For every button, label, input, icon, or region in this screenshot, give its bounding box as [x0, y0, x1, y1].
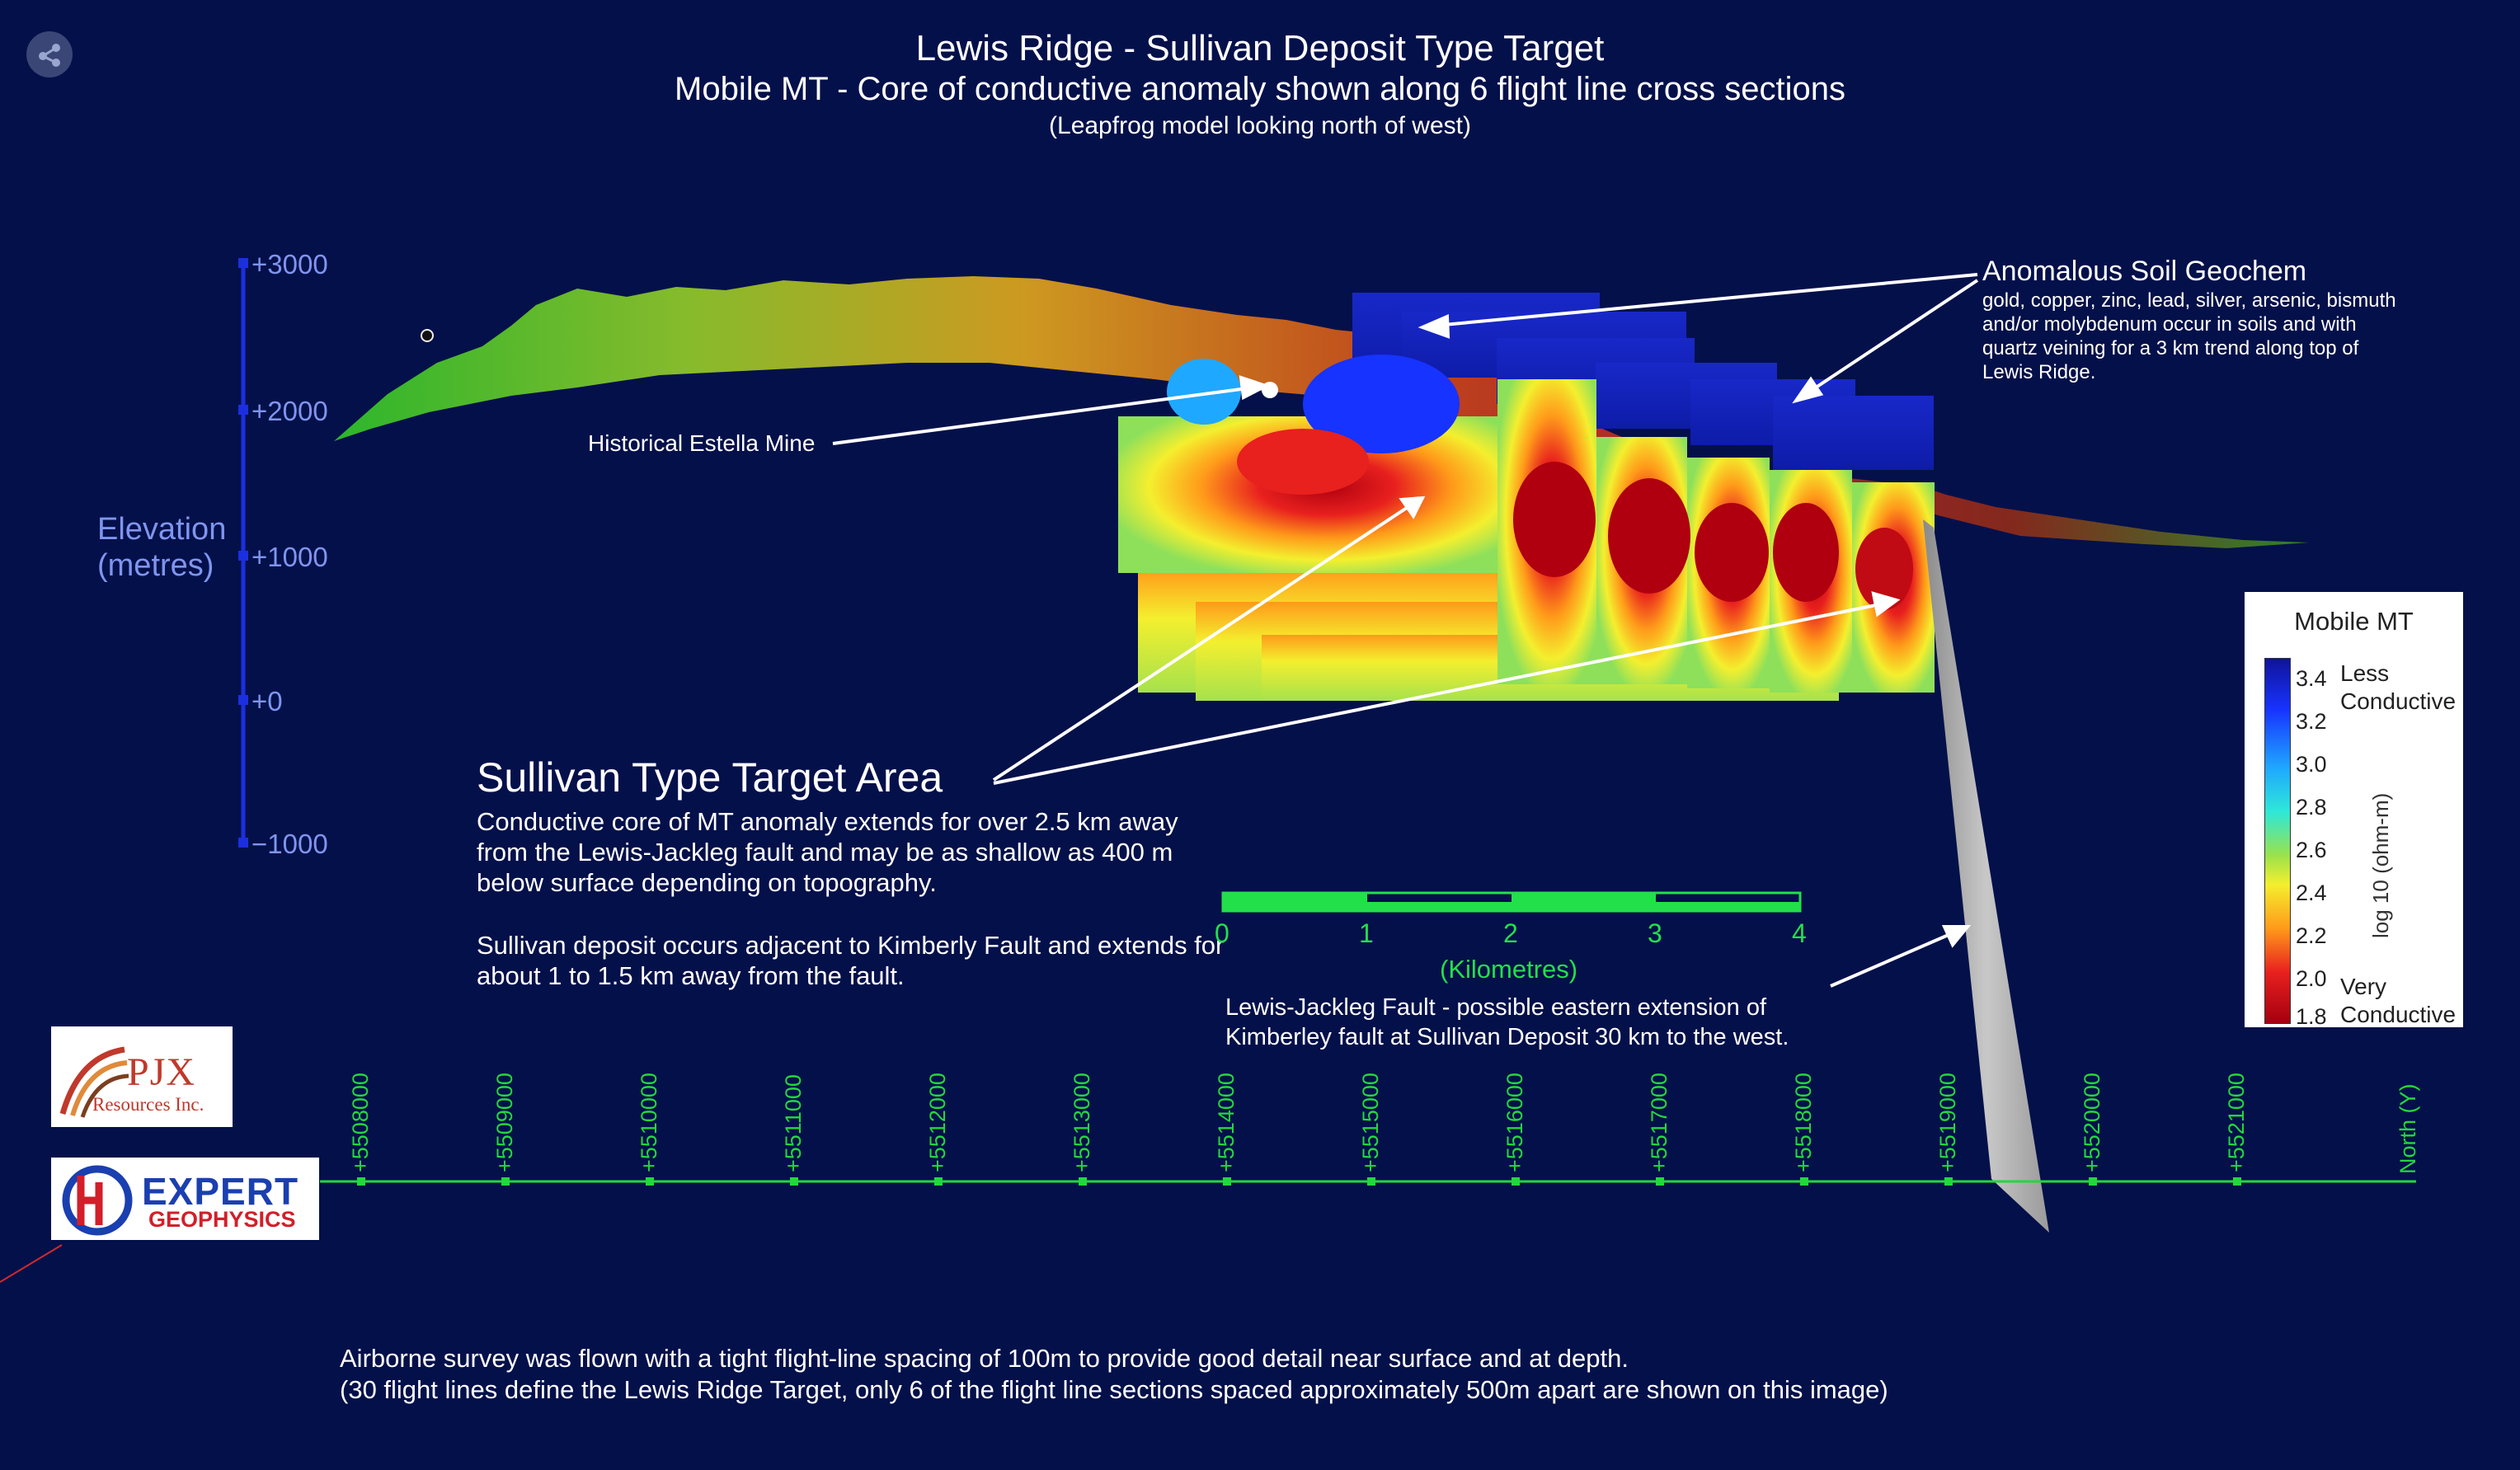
expert-geophysics-logo: EXPERT GEOPHYSICS: [51, 1158, 319, 1240]
legend-tick: 3.0: [2296, 752, 2327, 777]
north-tick: +5515000: [1358, 1073, 1383, 1172]
north-tick: +5517000: [1647, 1073, 1671, 1172]
fault-label: Lewis-Jackleg Fault - possible eastern e…: [1225, 994, 1789, 1050]
north-tick: +5516000: [1502, 1073, 1527, 1172]
legend-tick: 2.2: [2296, 923, 2327, 948]
view-note: (Leapfrog model looking north of west): [1049, 112, 1471, 139]
annotation-arrows: [832, 273, 1979, 988]
legend-tick: 2.6: [2296, 838, 2327, 862]
north-tick: +5511000: [781, 1074, 806, 1172]
north-tick: +5519000: [1935, 1073, 1960, 1172]
scale-label: 1: [1359, 918, 1374, 948]
pjx-swoosh-icon: [59, 1046, 129, 1118]
page-subtitle: Mobile MT - Core of conductive anomaly s…: [675, 71, 1845, 107]
page-title: Lewis Ridge - Sullivan Deposit Type Targ…: [915, 28, 1605, 68]
elevation-tick: +3000: [252, 249, 328, 279]
estella-mine-label: Historical Estella Mine: [588, 430, 816, 456]
legend: Mobile MT 3.4 3.2 3.0 2.8 2.6 2.4 2.2 2.…: [2245, 592, 2463, 1029]
north-tick: +5521000: [2224, 1073, 2249, 1172]
elevation-label: Elevation (metres): [97, 512, 227, 583]
legend-tick: 3.2: [2296, 709, 2327, 734]
elevation-axis: [238, 258, 248, 848]
scale-bar: [1221, 891, 1802, 913]
north-tick: +5509000: [492, 1073, 517, 1172]
north-tick: +5512000: [925, 1073, 950, 1172]
north-tick: +5514000: [1214, 1073, 1239, 1172]
mt-sections: [1118, 293, 1935, 701]
expert-globe-icon: [62, 1165, 133, 1236]
soil-geochem-text: gold, copper, zinc, lead, silver, arseni…: [1982, 289, 2396, 383]
sullivan-deposit-text: Sullivan deposit occurs adjacent to Kimb…: [477, 931, 1225, 990]
target-area-heading: Sullivan Type Target Area: [477, 754, 943, 801]
elevation-tick: +2000: [252, 396, 328, 426]
legend-less-label: Less Conductive: [2340, 660, 2457, 714]
site-marker: [421, 329, 434, 342]
legend-tick: 2.0: [2296, 966, 2327, 991]
legend-title: Mobile MT: [2294, 607, 2414, 636]
legend-tick: 3.4: [2296, 666, 2327, 691]
elevation-tick: −1000: [252, 829, 328, 859]
legend-tick: 2.4: [2296, 881, 2327, 905]
legend-very-label: Very Conductive: [2340, 974, 2457, 1027]
north-tick: +5508000: [348, 1073, 373, 1172]
north-axis-label: North (Y): [2395, 1083, 2420, 1174]
north-axis: [320, 1177, 2416, 1186]
footer-line-1: Airborne survey was flown with a tight f…: [340, 1344, 1629, 1373]
share-icon: [39, 44, 60, 67]
north-tick: +5518000: [1791, 1073, 1816, 1172]
scale-label: 3: [1648, 918, 1662, 948]
legend-unit: log 10 (ohm-m): [2368, 792, 2393, 938]
fault-plane: [1923, 519, 2049, 1233]
pjx-logo: PJX Resources Inc.: [51, 1026, 233, 1127]
scale-label: 2: [1503, 918, 1518, 948]
scale-unit: (Kilometres): [1440, 955, 1578, 984]
soil-geochem-heading: Anomalous Soil Geochem: [1982, 256, 2307, 287]
scale-label: 4: [1792, 918, 1807, 948]
legend-tick: 2.8: [2296, 795, 2327, 820]
legend-colorbar: [2264, 658, 2291, 1024]
north-tick: +5510000: [637, 1073, 661, 1172]
scale-label: 0: [1215, 918, 1229, 948]
axis-stub: [0, 1244, 63, 1283]
north-tick: +5513000: [1070, 1073, 1094, 1172]
north-tick: +5520000: [2080, 1073, 2104, 1172]
target-area-text: Conductive core of MT anomaly extends fo…: [477, 807, 1178, 897]
legend-tick: 1.8: [2296, 1004, 2327, 1029]
elevation-tick: +0: [252, 686, 283, 716]
footer-line-2: (30 flight lines define the Lewis Ridge …: [340, 1375, 1888, 1404]
elevation-tick: +1000: [252, 542, 328, 572]
share-button[interactable]: [26, 31, 73, 77]
